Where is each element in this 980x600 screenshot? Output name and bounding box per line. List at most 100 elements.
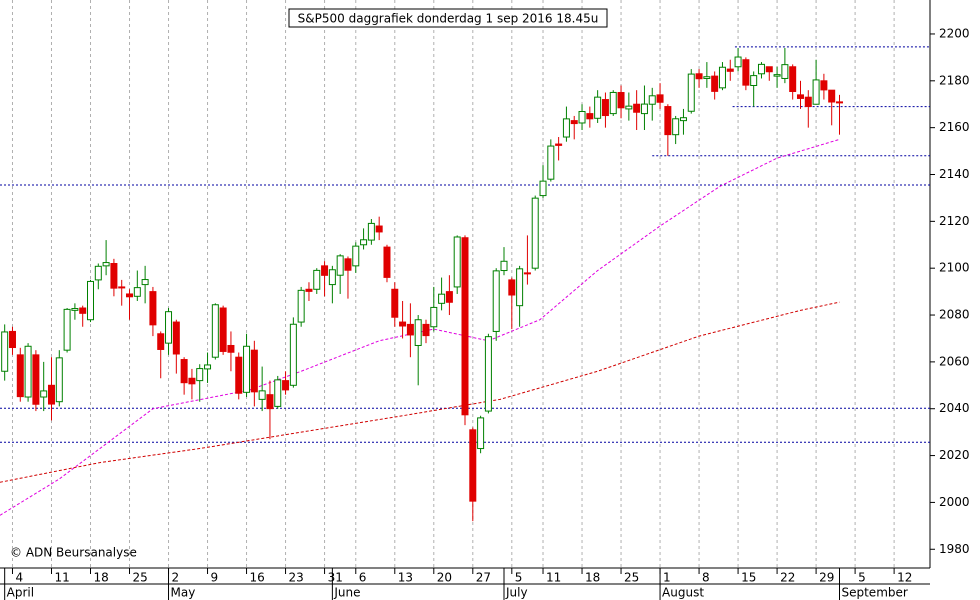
candle-body	[703, 76, 711, 79]
candle-body	[625, 105, 633, 110]
candle-body	[94, 265, 102, 281]
candle-body	[87, 280, 95, 321]
y-tick-label: 2120	[939, 214, 970, 228]
candle-body	[250, 349, 258, 393]
candle-body	[367, 222, 375, 241]
candle-body	[422, 323, 430, 337]
candle-body	[118, 286, 126, 289]
month-label: August	[662, 586, 704, 600]
candle-body	[640, 103, 648, 115]
candle-body	[313, 269, 321, 290]
candle-body	[453, 236, 461, 288]
candle-body	[204, 364, 212, 370]
candle-body	[555, 143, 563, 146]
candle-body	[274, 379, 282, 407]
candle-body	[126, 293, 134, 298]
candle-body	[55, 357, 63, 403]
candle-body	[601, 99, 609, 117]
candle-body	[71, 308, 79, 311]
x-tick-label: 23	[289, 571, 304, 585]
candle-body	[321, 265, 329, 276]
x-tick-label: 5	[858, 571, 866, 585]
x-tick-label: 16	[250, 571, 265, 585]
x-tick-label: 25	[624, 571, 639, 585]
candle-body	[820, 80, 828, 91]
candle-body	[695, 73, 703, 80]
candle-body	[172, 321, 180, 355]
candle-body	[102, 262, 110, 267]
x-tick-label: 27	[476, 571, 491, 585]
candle-body	[539, 180, 547, 197]
candle-body	[336, 255, 344, 276]
candle-body	[461, 237, 469, 416]
candle-body	[812, 79, 820, 105]
candle-body	[8, 330, 16, 349]
y-tick-label: 2140	[939, 167, 970, 181]
y-tick-label: 2000	[939, 495, 970, 509]
candle-body	[16, 354, 24, 398]
x-tick-label: 4	[15, 571, 23, 585]
candle-body	[211, 304, 219, 358]
month-label: April	[7, 586, 34, 600]
x-tick-label: 22	[780, 571, 795, 585]
candle-body	[375, 225, 383, 233]
candle-body	[196, 368, 204, 382]
candle-body	[305, 288, 313, 292]
candle-body	[656, 94, 664, 103]
candle-body	[469, 429, 477, 502]
x-tick-label: 31	[328, 571, 343, 585]
candle-body	[32, 354, 40, 405]
candle-body	[828, 89, 836, 103]
candle-body	[406, 323, 414, 336]
candle-body	[399, 321, 407, 327]
candle-body	[149, 291, 157, 326]
candle-body	[648, 95, 656, 105]
candle-body	[562, 118, 570, 138]
x-tick-label: 2	[172, 571, 180, 585]
x-tick-label: 18	[585, 571, 600, 585]
candle-body	[110, 263, 118, 289]
x-tick-label: 15	[741, 571, 756, 585]
y-tick-label: 2180	[939, 73, 970, 87]
candle-body	[227, 344, 235, 353]
candle-body	[609, 91, 617, 115]
candle-body	[633, 103, 641, 113]
candle-body	[391, 288, 399, 318]
candle-body	[594, 96, 602, 119]
x-tick-label: 11	[54, 571, 69, 585]
candle-body	[352, 245, 360, 267]
candle-body	[516, 268, 524, 307]
y-tick-label: 2100	[939, 261, 970, 275]
candle-body	[765, 66, 773, 73]
candle-body	[835, 101, 843, 104]
candle-body	[63, 308, 71, 351]
y-tick-label: 2200	[939, 26, 970, 40]
candle-body	[796, 94, 804, 99]
copyright: © ADN Beursanalyse	[10, 546, 137, 560]
candle-body	[750, 75, 758, 86]
moving-average	[0, 301, 840, 483]
x-tick-label: 12	[897, 571, 912, 585]
candle-body	[79, 307, 87, 314]
candle-body	[578, 111, 586, 124]
candle-body	[664, 106, 672, 136]
x-tick-label: 6	[359, 571, 367, 585]
title-box	[288, 8, 608, 28]
candle-body	[235, 356, 243, 394]
candle-body	[289, 323, 297, 386]
candle-body	[789, 66, 797, 92]
candle-body	[430, 306, 438, 328]
candle-body	[266, 394, 274, 410]
candle-body	[586, 113, 594, 120]
candle-body	[438, 293, 446, 304]
candle-body	[718, 66, 726, 89]
chart-title: S&P500 daggrafiek donderdag 1 sep 2016 1…	[298, 12, 599, 26]
candle-body	[672, 118, 680, 136]
candle-body	[711, 75, 719, 92]
candle-body	[157, 333, 165, 350]
x-tick-label: 8	[702, 571, 710, 585]
candle-body	[757, 63, 765, 75]
candle-body	[328, 269, 336, 286]
